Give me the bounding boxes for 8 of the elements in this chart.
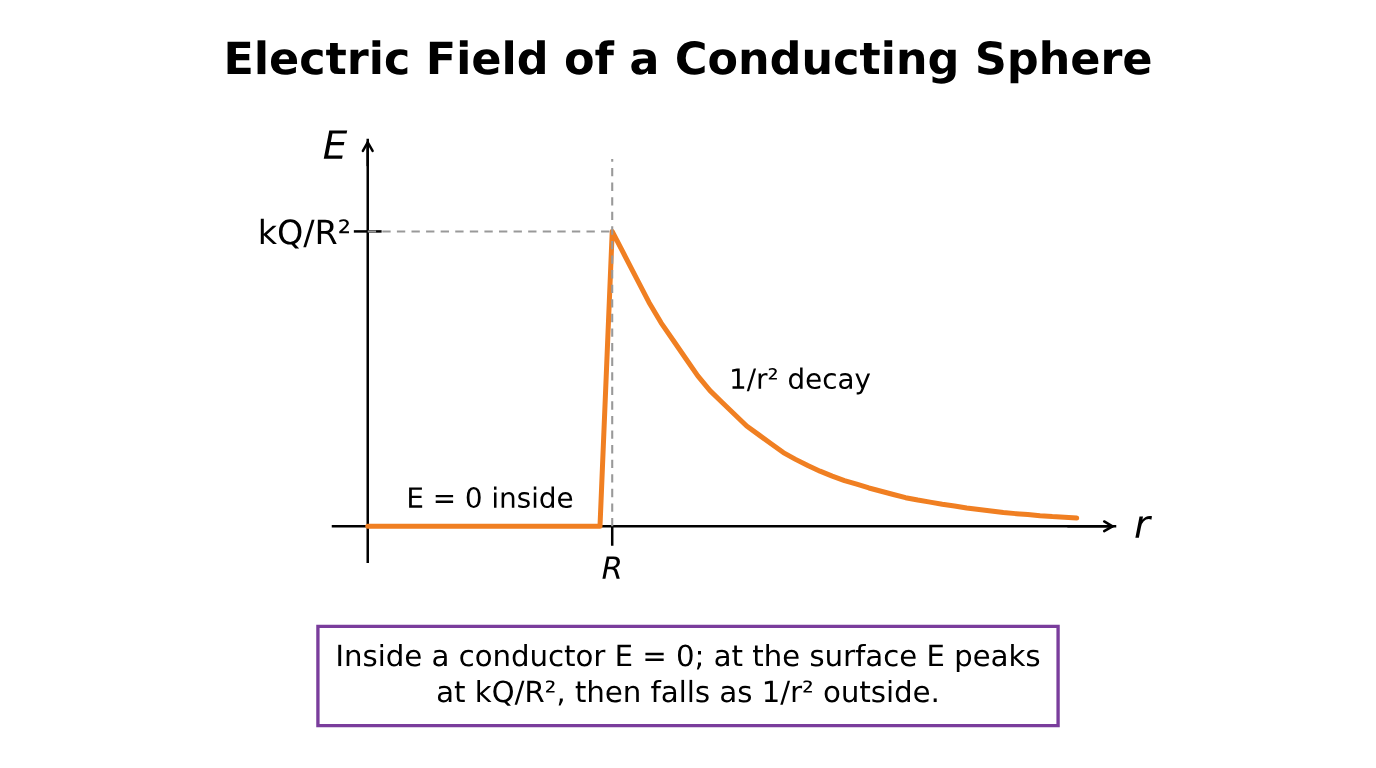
- ref-line-label: kQ/R²: [260, 218, 349, 249]
- text: Inside a conductor E = 0; at the surface E peaks at kQ/R², then falls as 1/r² outside.: [338, 643, 1040, 706]
- chart-title: Electric Field of a Conducting Sphere: [227, 40, 1151, 84]
- annotation: 1/r² decay: [732, 367, 871, 395]
- annotation: E = 0 inside: [409, 486, 573, 509]
- x-axis-title: r: [1135, 515, 1153, 538]
- y-axis-title: E: [323, 130, 348, 159]
- text: R: [602, 556, 620, 579]
